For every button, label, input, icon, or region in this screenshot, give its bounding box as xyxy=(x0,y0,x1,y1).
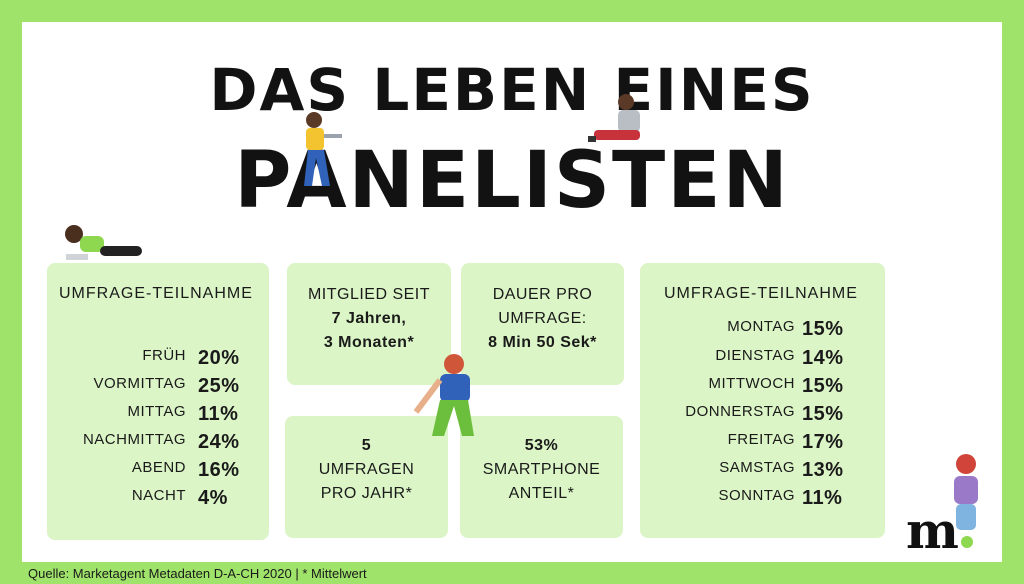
duration-line1: DAUER PRO xyxy=(492,286,593,303)
weekday-row-3: DONNERSTAG 15% xyxy=(640,403,885,425)
person-sitting-right-illustration xyxy=(954,454,978,530)
member-since-line3: 3 Monaten* xyxy=(323,334,415,351)
surveys-line2: UMFRAGEN xyxy=(318,461,415,478)
time-label: NACHMITTAG xyxy=(82,431,186,448)
smartphone-line3: ANTEIL* xyxy=(508,485,575,502)
time-value: 20% xyxy=(198,347,240,369)
brand-logo: m xyxy=(906,506,973,556)
surveys-per-year-card: 5 UMFRAGEN PRO JAHR* xyxy=(285,416,448,538)
weekday-row-0: MONTAG 15% xyxy=(640,318,885,340)
time-value: 25% xyxy=(198,375,240,397)
time-row-4: ABEND 16% xyxy=(47,459,269,481)
time-value: 24% xyxy=(198,431,240,453)
member-since-line1: MITGLIED SEIT xyxy=(307,286,431,303)
weekday-label: MITTWOCH xyxy=(708,375,795,392)
time-of-day-card-title: UMFRAGE-TEILNAHME xyxy=(59,285,253,302)
time-of-day-card: UMFRAGE-TEILNAHME FRÜH 20% VORMITTAG 25%… xyxy=(47,263,269,540)
time-value: 4% xyxy=(198,487,228,509)
time-label: ABEND xyxy=(131,459,186,476)
weekday-row-6: SONNTAG 11% xyxy=(640,487,885,509)
weekday-value: 15% xyxy=(802,375,844,397)
weekday-row-5: SAMSTAG 13% xyxy=(640,459,885,481)
weekday-value: 17% xyxy=(802,431,844,453)
member-since-card: MITGLIED SEIT 7 Jahren, 3 Monaten* xyxy=(287,263,451,385)
title-line-1: DAS LEBEN EINES xyxy=(209,56,815,124)
person-phone-illustration xyxy=(413,354,474,436)
person-sitting-illustration xyxy=(588,94,640,142)
surveys-line1: 5 xyxy=(361,437,372,454)
time-row-5: NACHT 4% xyxy=(47,487,269,509)
smartphone-line1: 53% xyxy=(524,437,559,454)
smartphone-share-card: 53% SMARTPHONE ANTEIL* xyxy=(460,416,623,538)
brand-logo-letter: m xyxy=(906,501,959,560)
time-label: VORMITTAG xyxy=(93,375,186,392)
duration-line3: 8 Min 50 Sek* xyxy=(488,334,597,351)
member-since-line2: 7 Jahren, xyxy=(331,310,407,327)
weekday-value: 11% xyxy=(802,487,843,509)
source-footer: Quelle: Marketagent Metadaten D-A-CH 202… xyxy=(28,566,367,581)
time-row-1: VORMITTAG 25% xyxy=(47,375,269,397)
time-label: MITTAG xyxy=(127,403,186,420)
surveys-line3: PRO JAHR* xyxy=(320,485,413,502)
weekday-label: SAMSTAG xyxy=(719,459,795,476)
time-value: 16% xyxy=(198,459,240,481)
time-label: FRÜH xyxy=(142,347,186,364)
weekday-card: UMFRAGE-TEILNAHME MONTAG 15% DIENSTAG 14… xyxy=(640,263,885,538)
weekday-value: 15% xyxy=(802,403,844,425)
weekday-label: FREITAG xyxy=(727,431,795,448)
person-laptop-illustration xyxy=(304,112,342,186)
weekday-card-title: UMFRAGE-TEILNAHME xyxy=(664,285,858,302)
weekday-row-2: MITTWOCH 15% xyxy=(640,375,885,397)
weekday-value: 13% xyxy=(802,459,844,481)
person-lying-illustration xyxy=(65,225,142,260)
smartphone-line2: SMARTPHONE xyxy=(482,461,601,478)
duration-card: DAUER PRO UMFRAGE: 8 Min 50 Sek* xyxy=(461,263,624,385)
weekday-label: DONNERSTAG xyxy=(685,403,795,420)
weekday-row-4: FREITAG 17% xyxy=(640,431,885,453)
weekday-label: SONNTAG xyxy=(718,487,795,504)
time-row-3: NACHMITTAG 24% xyxy=(47,431,269,453)
title-line-2: PANELISTEN xyxy=(234,136,790,226)
time-row-2: MITTAG 11% xyxy=(47,403,269,425)
time-value: 11% xyxy=(198,403,239,425)
weekday-label: MONTAG xyxy=(727,318,795,335)
weekday-value: 15% xyxy=(802,318,844,340)
weekday-label: DIENSTAG xyxy=(715,347,795,364)
duration-line2: UMFRAGE: xyxy=(498,310,587,327)
brand-logo-dot xyxy=(960,536,973,548)
weekday-row-1: DIENSTAG 14% xyxy=(640,347,885,369)
time-label: NACHT xyxy=(131,487,186,504)
weekday-value: 14% xyxy=(802,347,844,369)
time-row-0: FRÜH 20% xyxy=(47,347,269,369)
